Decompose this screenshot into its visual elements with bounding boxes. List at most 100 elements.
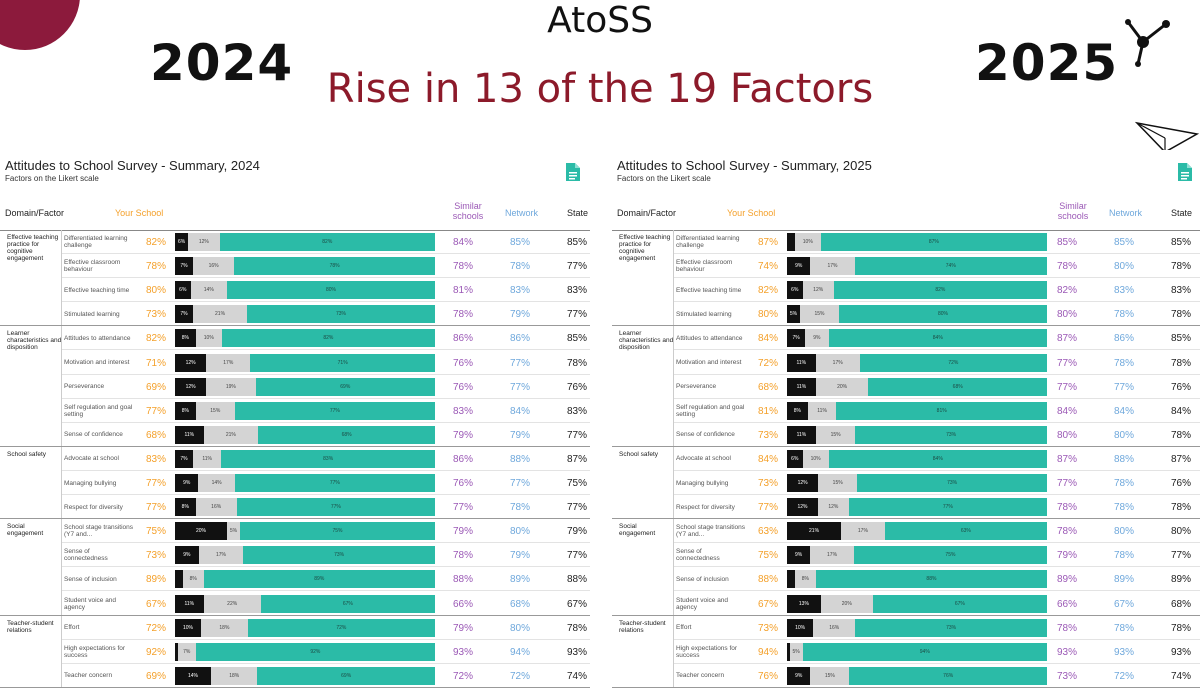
column-header-state: State <box>1171 208 1193 218</box>
bar-segment-negative: 11% <box>787 425 816 444</box>
bar-segment-positive: 81% <box>836 401 1047 420</box>
bar-segment-negative: 10% <box>175 618 201 637</box>
factor-label: Effective teaching time <box>676 286 742 294</box>
network-value: 77% <box>510 478 531 489</box>
stacked-bar: 11% 15% 73% <box>787 425 1047 444</box>
bar-segment-neutral: 12% <box>817 498 849 517</box>
table-row: Managing bullying 77% 9% 14% 77% 76% 77% 75% <box>0 471 590 496</box>
your-school-value: 77% <box>146 502 167 514</box>
table-top-border <box>612 230 1200 231</box>
state-value: 77% <box>567 261 588 273</box>
state-value: 78% <box>1171 261 1192 273</box>
network-value: 88% <box>1114 453 1135 465</box>
your-school-value: 67% <box>146 598 167 610</box>
your-school-value: 89% <box>146 574 167 586</box>
export-document-icon[interactable] <box>1177 162 1193 182</box>
state-value: 74% <box>567 670 588 682</box>
survey-panel-2024: Attitudes to School Survey - Summary, 20… <box>0 150 590 689</box>
similar-schools-value: 83% <box>453 405 474 417</box>
state-value: 87% <box>1171 453 1192 465</box>
bar-segment-negative: 7% <box>787 329 806 348</box>
network-value: 85% <box>1114 237 1135 248</box>
factor-label: Sense of confidence <box>676 431 735 439</box>
your-school-value: 73% <box>758 478 779 489</box>
factor-label: Sense of confidence <box>64 431 123 439</box>
table-row: Stimulated learning 80% 5% 15% 80% 80% 78% 78% <box>612 302 1200 327</box>
your-school-value: 73% <box>146 550 167 562</box>
your-school-value: 94% <box>758 646 779 658</box>
row-separator <box>674 397 1200 399</box>
domain-divider <box>673 230 674 688</box>
state-value: 78% <box>1171 429 1192 441</box>
bar-segment-positive: 80% <box>839 305 1047 324</box>
bar-segment-negative: 14% <box>175 666 212 685</box>
bar-segment-neutral: 18% <box>211 666 258 685</box>
similar-schools-value: 78% <box>1057 502 1078 514</box>
stacked-bar: 7% 16% 78% <box>175 257 435 276</box>
state-value: 80% <box>1171 526 1192 538</box>
bar-segment-neutral: 16% <box>193 257 235 276</box>
factor-label: Teacher concern <box>64 672 113 680</box>
bar-segment-neutral: 21% <box>203 425 259 444</box>
table-row: Learner characteristics and disposition A… <box>0 326 590 351</box>
row-separator <box>612 325 1200 327</box>
bar-segment-neutral: 14% <box>198 474 235 493</box>
similar-schools-value: 78% <box>1057 526 1078 538</box>
factor-label: School stage transitions (Y7 and... <box>676 524 746 539</box>
similar-schools-value: 87% <box>1057 453 1078 465</box>
export-document-icon[interactable] <box>565 162 581 182</box>
similar-schools-value: 78% <box>1057 622 1078 634</box>
stacked-bar: 7% 11% 83% <box>175 449 435 468</box>
domain-label: Effective teaching practice for cognitiv… <box>619 234 671 262</box>
stacked-bar: 8% 88% <box>787 570 1047 589</box>
bar-segment-negative: 6% <box>175 233 189 252</box>
factor-label: Effective teaching time <box>64 286 130 294</box>
similar-schools-value: 73% <box>1057 670 1078 682</box>
domain-label: Teacher-student relations <box>619 619 666 634</box>
bar-segment-neutral: 5% <box>227 522 240 541</box>
factor-label: Effort <box>64 624 80 632</box>
network-value: 80% <box>510 622 531 634</box>
survey-panel-2025: Attitudes to School Survey - Summary, 20… <box>612 150 1200 689</box>
your-school-value: 77% <box>758 502 779 514</box>
state-value: 77% <box>567 550 588 562</box>
stacked-bar: 8% 15% 77% <box>175 401 435 420</box>
bar-segment-positive: 82% <box>833 281 1047 300</box>
bar-segment-positive: 72% <box>247 618 435 637</box>
network-value: 78% <box>1114 622 1135 634</box>
factor-label: Differentiated learning challenge <box>676 235 740 250</box>
panel-title: Attitudes to School Survey - Summary, 20… <box>617 158 872 173</box>
bar-segment-positive: 77% <box>848 498 1047 517</box>
factor-label: Perseverance <box>64 383 105 391</box>
your-school-value: 73% <box>758 429 779 441</box>
similar-schools-value: 85% <box>1057 237 1078 248</box>
your-school-value: 84% <box>758 333 779 345</box>
state-value: 85% <box>567 333 588 345</box>
stacked-bar: 12% 19% 69% <box>175 377 435 396</box>
row-separator <box>0 325 590 327</box>
your-school-value: 87% <box>758 237 779 248</box>
network-value: 68% <box>510 598 531 610</box>
row-separator <box>62 349 590 351</box>
similar-schools-value: 66% <box>453 598 474 610</box>
bar-segment-positive: 67% <box>260 594 435 613</box>
row-separator <box>674 542 1200 544</box>
state-value: 75% <box>567 478 588 489</box>
table-row: Sense of confidence 73% 11% 15% 73% 80% 80% 78% <box>612 423 1200 447</box>
stacked-bar: 7% 9% 84% <box>787 329 1047 348</box>
similar-schools-value: 78% <box>1057 261 1078 273</box>
state-value: 78% <box>1171 622 1192 634</box>
factor-label: Motivation and interest <box>64 359 130 367</box>
bar-segment-neutral: 15% <box>800 305 839 324</box>
row-separator <box>62 253 590 255</box>
table-row: High expectations for success 94% 5% 94% 93%… <box>612 640 1200 664</box>
table-row: Teacher-student relations Effort 73% 10% 16%… <box>612 616 1200 640</box>
panel-subtitle: Factors on the Likert scale <box>617 174 711 183</box>
bar-segment-positive: 76% <box>849 666 1047 685</box>
network-value: 78% <box>1114 502 1135 514</box>
factor-label: Advocate at school <box>64 455 119 463</box>
bar-segment-positive: 68% <box>258 425 435 444</box>
column-header-network: Network <box>1109 208 1143 218</box>
similar-schools-value: 89% <box>1057 574 1078 586</box>
stacked-bar: 5% 15% 80% <box>787 305 1047 324</box>
